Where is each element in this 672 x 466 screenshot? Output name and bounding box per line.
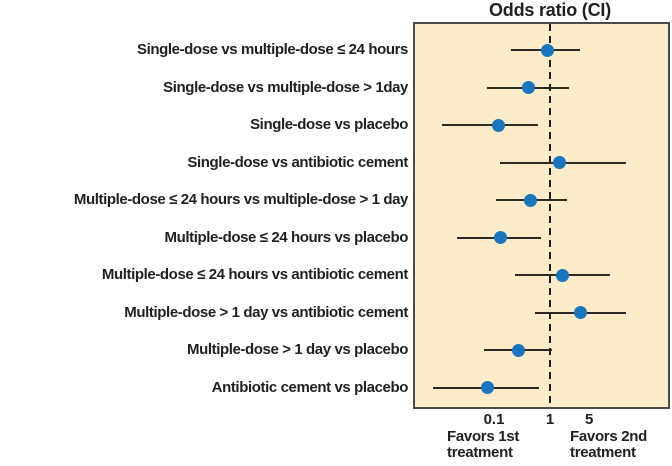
row-label: Multiple-dose > 1 day vs antibiotic ceme… — [124, 303, 408, 321]
or-point — [553, 156, 566, 169]
favors-2nd-treatment-label: Favors 2nd treatment — [570, 428, 648, 461]
x-tick-label: 1 — [545, 411, 555, 428]
or-point — [524, 194, 537, 207]
row-label: Multiple-dose ≤ 24 hours vs placebo — [164, 228, 409, 246]
or-point — [556, 269, 569, 282]
or-point — [574, 306, 587, 319]
chart-title: Odds ratio (CI) — [489, 0, 611, 20]
or-point — [512, 344, 525, 357]
row-label: Multiple-dose ≤ 24 hours vs multiple-dos… — [73, 191, 409, 209]
or-point — [541, 44, 554, 57]
plot-area — [413, 22, 670, 409]
or-point — [522, 81, 535, 94]
row-label: Multiple-dose ≤ 24 hours vs antibiotic c… — [101, 266, 409, 284]
row-label: Single-dose vs multiple-dose ≤ 24 hours — [136, 41, 408, 58]
x-tick-label: 0.1 — [483, 411, 505, 428]
row-label: Single-dose vs antibiotic cement — [187, 153, 408, 171]
row-label: Single-dose vs multiple-dose > 1day — [163, 78, 408, 96]
row-label: Single-dose vs placebo — [250, 116, 408, 134]
or-point — [492, 119, 505, 132]
or-point — [481, 381, 494, 394]
or-point — [494, 231, 507, 244]
x-tick-label: 5 — [584, 411, 594, 428]
ci-line — [442, 124, 538, 126]
favors-1st-treatment-label: Favors 1st treatment — [447, 428, 520, 461]
reference-line-or-1 — [549, 24, 551, 407]
row-label: Multiple-dose > 1 day vs placebo — [186, 341, 408, 359]
row-label: Antibiotic cement vs placebo — [211, 378, 409, 396]
